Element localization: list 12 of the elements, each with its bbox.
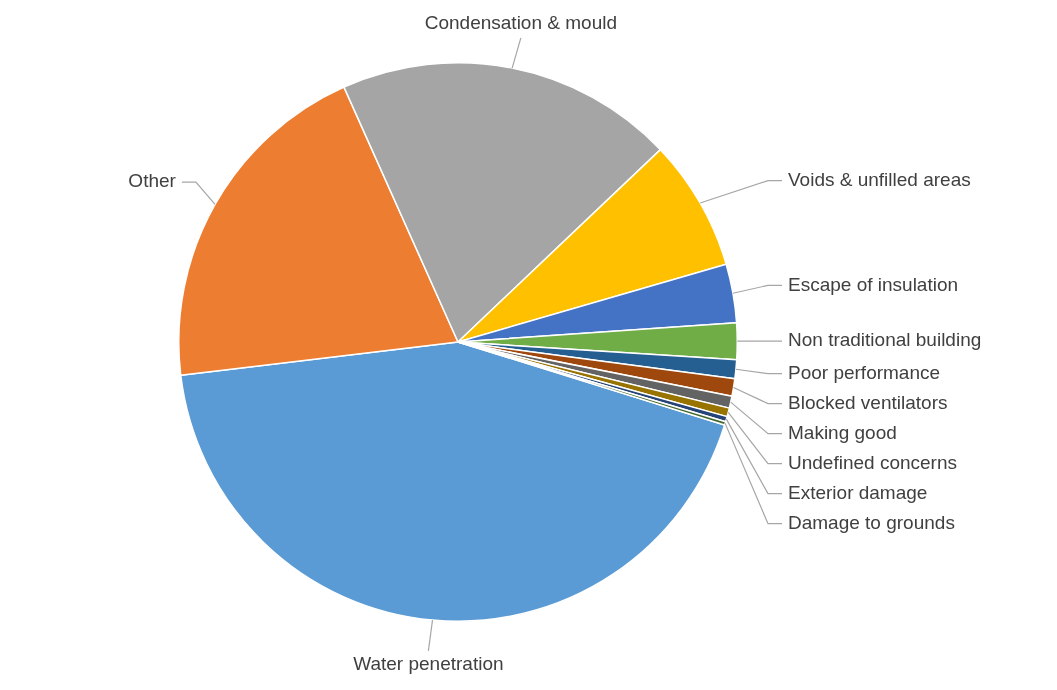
slice-label: Condensation & mould	[424, 12, 617, 34]
slice-label: Voids & unfilled areas	[788, 168, 971, 190]
slice-label: Water penetration	[353, 653, 504, 675]
slice-label: Blocked ventilators	[788, 391, 948, 413]
slice-label: Undefined concerns	[788, 451, 957, 473]
slice-label: Making good	[788, 421, 897, 443]
slice-label: Damage to grounds	[788, 511, 955, 533]
slice-label: Escape of insulation	[788, 273, 959, 295]
slice-label: Poor performance	[788, 361, 941, 383]
slice-label: Other	[128, 170, 177, 192]
slice-label: Exterior damage	[788, 481, 928, 503]
slice-label: Non traditional building	[788, 329, 982, 351]
